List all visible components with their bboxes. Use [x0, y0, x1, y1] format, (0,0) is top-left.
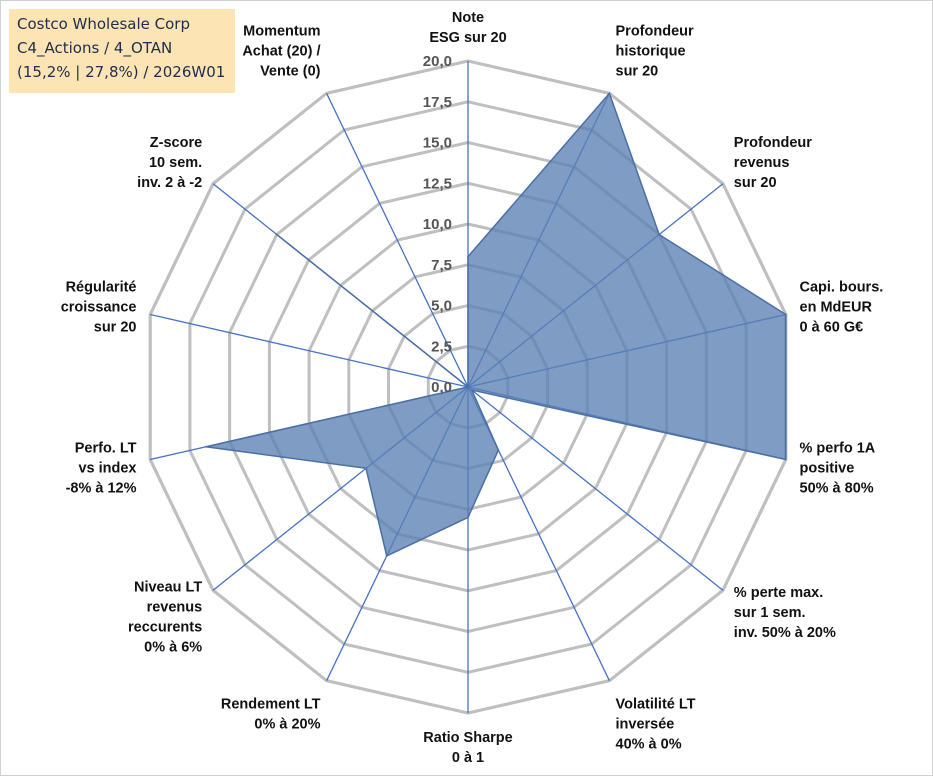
axis-label-line: vs index	[78, 460, 136, 476]
axis-label-line: Rendement LT	[221, 696, 321, 712]
series-point	[497, 449, 500, 451]
tick-label: 10,0	[423, 216, 452, 233]
axis-label-line: % perte max.	[734, 585, 823, 601]
series-point	[365, 467, 367, 470]
axis-label-line: Momentum	[243, 24, 320, 40]
axis-label-line: 10 sem.	[149, 155, 202, 171]
series-point	[276, 233, 278, 236]
series-point	[385, 555, 388, 557]
tick-label: 7,5	[431, 257, 452, 274]
tick-label: 0,0	[431, 379, 452, 396]
axis-label-line: sur 20	[616, 64, 659, 80]
axis-label-line: sur 1 sem.	[734, 605, 806, 621]
tick-label: 15,0	[423, 135, 452, 152]
axis-labels: Note ESG sur 20 Profondeur historique sur 20…	[61, 10, 884, 766]
series-point	[608, 92, 611, 95]
axis-label-line: Ratio Sharpe	[423, 730, 512, 746]
axis-label-line: Niveau LT	[134, 579, 202, 595]
axis-label-line: sur 20	[734, 175, 777, 191]
radar-spoke	[467, 386, 724, 591]
axis-label: Profondeur revenus sur 20	[734, 135, 812, 191]
axis-label: Perfo. LT vs index -8% à 12%	[66, 440, 137, 496]
series-point	[785, 458, 787, 461]
axis-label: Ratio Sharpe 0 à 1	[423, 730, 512, 766]
axis-label: Rendement LT 0% à 20%	[221, 696, 321, 732]
axis-label-line: -8% à 12%	[66, 480, 137, 496]
tick-label: 5,0	[431, 298, 452, 315]
axis-label-line: inv. 50% à 20%	[734, 625, 836, 641]
radial-tick-labels: 0,0 2,5 5,0 7,5 10,0 12,5 15,0 17,5 20,0	[423, 53, 452, 396]
series-point	[205, 446, 207, 448]
axis-label-line: Note	[452, 10, 484, 26]
axis-label-line: 0% à 6%	[144, 639, 202, 655]
axis-label-line: Profondeur	[734, 135, 812, 151]
axis-label-line: en MdEUR	[800, 300, 873, 316]
axis-label-line: Régularité	[66, 280, 137, 296]
axis-label-line: inv. 2 à -2	[137, 175, 202, 191]
axis-label: Note ESG sur 20	[429, 10, 506, 46]
axis-label-line: historique	[616, 44, 686, 60]
axis-label-line: 0 à 1	[452, 750, 484, 766]
axis-label-line: Perfo. LT	[75, 440, 137, 456]
axis-label-line: 40% à 0%	[616, 736, 682, 752]
axis-label-line: revenus	[147, 599, 203, 615]
series-point	[471, 389, 473, 391]
radar-spoke	[150, 313, 469, 388]
axis-label-line: reccurents	[128, 619, 202, 635]
axis-label-line: Volatilité LT	[616, 696, 696, 712]
axis-label: % perfo 1A positive 50% à 80%	[800, 440, 876, 496]
axis-label-line: Z-score	[150, 135, 202, 151]
tick-label: 2,5	[431, 338, 452, 355]
axis-label-line: inversée	[616, 716, 675, 732]
axis-label-line: 0 à 60 G€	[800, 320, 864, 336]
axis-label-line: croissance	[61, 300, 137, 316]
axis-label-line: % perfo 1A	[800, 440, 876, 456]
axis-label-line: revenus	[734, 155, 790, 171]
tick-label: 12,5	[423, 175, 452, 192]
title-category: C4_Actions / 4_OTAN	[17, 39, 173, 57]
axis-label: Niveau LT revenus reccurents 0% à 6%	[128, 579, 202, 655]
axis-label-line: Capi. bours.	[800, 280, 884, 296]
tick-label: 20,0	[423, 53, 452, 70]
tick-label: 17,5	[423, 94, 452, 111]
axis-label-line: Vente (0)	[260, 64, 321, 80]
series-point	[785, 313, 787, 316]
radar-spoke	[326, 93, 469, 388]
axis-label-line: sur 20	[94, 320, 137, 336]
axis-label-line: Achat (20) /	[242, 44, 320, 60]
axis-label: Capi. bours. en MdEUR 0 à 60 G€	[800, 280, 884, 336]
axis-label-line: ESG sur 20	[429, 30, 506, 46]
axis-label-line: 0% à 20%	[254, 716, 320, 732]
radar-series	[205, 91, 787, 557]
series-point	[658, 233, 660, 236]
series-point	[467, 255, 469, 258]
axis-label: Volatilité LT inversée 40% à 0%	[616, 696, 696, 752]
axis-label-line: Profondeur	[616, 24, 694, 40]
series-point	[467, 386, 469, 388]
axis-label: % perte max. sur 1 sem. inv. 50% à 20%	[734, 585, 836, 641]
axis-label-line: positive	[800, 460, 855, 476]
chart-title-box: Costco Wholesale Corp C4_Actions / 4_OTA…	[9, 9, 235, 93]
axis-label-line: 50% à 80%	[800, 480, 874, 496]
series-point	[467, 516, 469, 519]
axis-label: Régularité croissance sur 20	[61, 280, 137, 336]
title-stats: (15,2% | 27,8%) / 2026W01	[17, 63, 226, 81]
axis-label: Z-score 10 sem. inv. 2 à -2	[137, 135, 202, 191]
title-company: Costco Wholesale Corp	[17, 15, 190, 33]
axis-label: Profondeur historique sur 20	[616, 24, 694, 80]
axis-label: Momentum Achat (20) / Vente (0)	[242, 24, 320, 80]
